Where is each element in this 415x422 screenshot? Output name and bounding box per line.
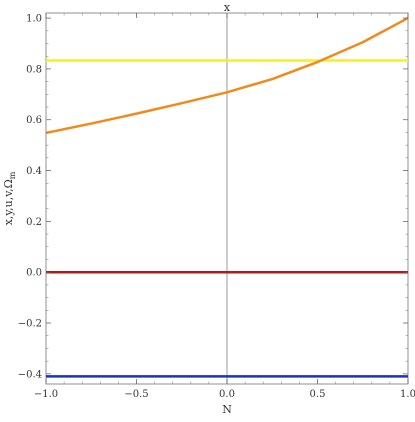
- series-line-4: [45, 16, 409, 135]
- y-axis-title-subscript: m: [8, 171, 17, 179]
- x-axis-title: N: [222, 403, 232, 416]
- x-tick-label: −1.0: [34, 389, 58, 400]
- series-lines: [45, 16, 409, 378]
- y-tick-label: −0.2: [18, 319, 42, 330]
- x-tick-label: 0.0: [219, 389, 235, 400]
- x-ticks: −1.0 −0.5 0.0 0.5 1.0: [34, 13, 415, 400]
- x-tick-label: 1.0: [400, 389, 415, 400]
- y-tick-label: −0.4: [18, 369, 42, 380]
- y-axis-title: x,y,u,v,Ωm: [2, 171, 17, 225]
- y-ticks: −0.4 −0.2 0.0 0.2 0.4 0.6 0.8 1.0: [18, 14, 408, 380]
- top-axis-label: x: [224, 1, 231, 14]
- y-tick-label: 0.0: [26, 268, 42, 279]
- y-tick-label: 0.8: [26, 64, 42, 75]
- x-tick-label: 0.5: [310, 389, 326, 400]
- y-tick-label: 0.4: [26, 166, 42, 177]
- y-tick-label: 0.6: [26, 115, 42, 126]
- x-tick-label: −0.5: [124, 389, 148, 400]
- plot-frame: [45, 12, 409, 385]
- y-axis-title-main: x,y,u,v,Ω: [2, 179, 15, 225]
- y-tick-label: 1.0: [26, 14, 42, 25]
- y-tick-label: 0.2: [26, 217, 42, 228]
